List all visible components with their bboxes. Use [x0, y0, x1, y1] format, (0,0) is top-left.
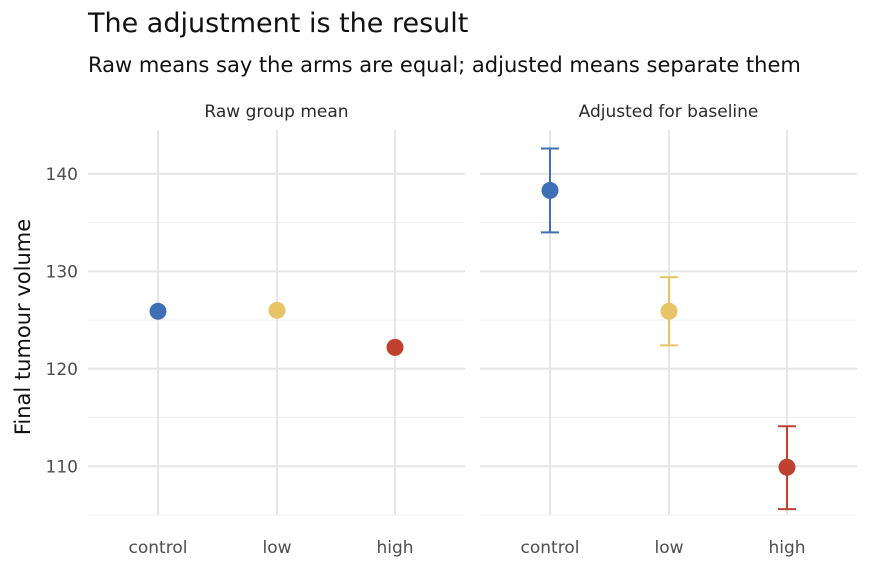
y-tick-label: 110 [46, 457, 78, 477]
x-tick-label: control [521, 538, 580, 558]
x-tick-label: control [129, 538, 188, 558]
data-point-control [149, 302, 167, 320]
x-tick-label: high [768, 538, 805, 558]
y-axis-label: Final tumour volume [11, 219, 35, 435]
facet-strip-label: Adjusted for baseline [579, 102, 759, 122]
data-point-control [541, 181, 559, 199]
y-tick-label: 120 [46, 360, 78, 380]
facet-strip-label: Raw group mean [204, 102, 348, 122]
x-tick-label: low [262, 538, 291, 558]
chart-subtitle: Raw means say the arms are equal; adjust… [88, 53, 801, 77]
data-point-low [268, 301, 286, 319]
y-tick-label: 140 [46, 165, 78, 185]
data-point-high [778, 458, 796, 476]
data-point-low [660, 302, 678, 320]
data-point-high [386, 338, 404, 356]
x-tick-label: high [376, 538, 413, 558]
facet-panels: 110 120 130 140 Raw group mean control low high… [46, 102, 857, 558]
y-tick-label: 130 [46, 262, 78, 282]
facet-panel-adjusted-for-baseline: Adjusted for baseline control low high [480, 102, 857, 558]
facet-panel-raw-group-mean: Raw group mean control low high [88, 102, 465, 558]
x-tick-label: low [654, 538, 683, 558]
chart-title: The adjustment is the result [87, 8, 468, 39]
